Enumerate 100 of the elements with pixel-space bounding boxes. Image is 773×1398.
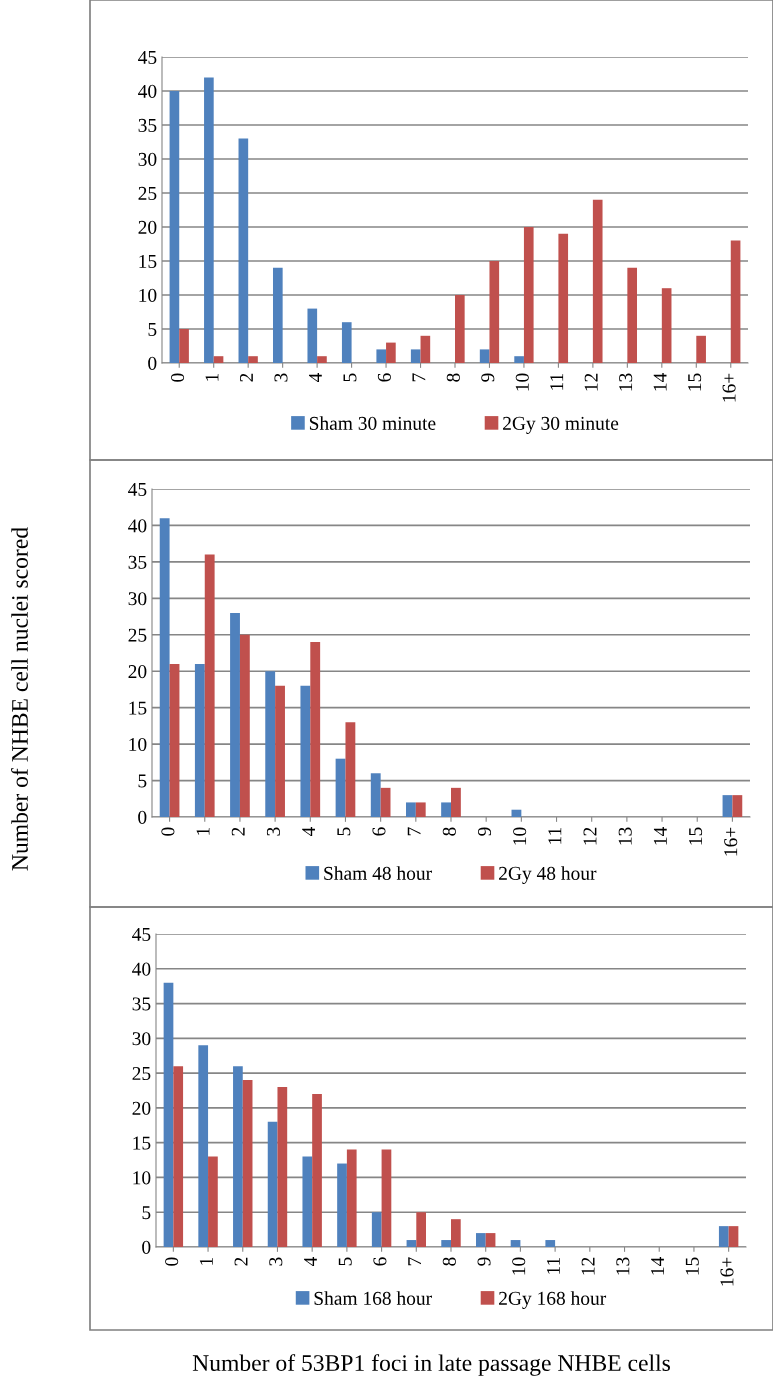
y-tick-label: 35 [132, 997, 151, 1011]
bar [523, 227, 534, 363]
bar [242, 1080, 253, 1247]
x-tick-label: 7 [408, 1257, 421, 1266]
y-tick-label: 45 [132, 927, 151, 941]
bar [179, 329, 189, 363]
bar [302, 1156, 313, 1247]
x-tick-label: 8 [446, 373, 460, 382]
x-tick-label: 16+ [722, 373, 736, 402]
legend-label: 2Gy 30 minute [503, 416, 619, 434]
x-tick-label: 9 [481, 373, 495, 382]
bar [163, 982, 174, 1247]
bar [277, 1087, 288, 1247]
bar [275, 685, 285, 817]
x-tick-label: 0 [161, 827, 175, 836]
y-tick-label: 20 [128, 665, 147, 679]
bar [475, 1233, 486, 1247]
bar [335, 758, 346, 817]
bar [371, 1212, 382, 1247]
bar [455, 295, 465, 363]
x-tick-label: 11 [546, 1257, 560, 1274]
x-tick-label: 2 [231, 827, 245, 836]
bar [194, 663, 205, 817]
bar [728, 1226, 739, 1247]
x-tick-label: 13 [618, 827, 632, 845]
bar [730, 240, 741, 363]
x-tick-label: 6 [373, 1257, 387, 1266]
x-tick-label: 1 [199, 1257, 213, 1265]
x-tick-label: 4 [308, 373, 322, 383]
bar [592, 199, 603, 363]
y-tick-label: 30 [138, 152, 157, 166]
x-tick-label: 13 [619, 373, 633, 391]
bar [317, 356, 327, 363]
bar [204, 77, 214, 363]
y-tick-label: 40 [132, 962, 151, 976]
x-tick-label: 16+ [720, 1257, 734, 1286]
x-tick-label: 7 [407, 827, 421, 836]
y-tick-label: 5 [142, 1206, 151, 1220]
bar [213, 356, 224, 363]
y-tick-label: 45 [138, 50, 157, 64]
x-tick-label: 4 [304, 1257, 317, 1267]
y-tick-label: 30 [132, 1032, 151, 1046]
y-tick-label: 35 [128, 555, 147, 569]
x-tick-label: 13 [616, 1257, 630, 1275]
x-tick-label: 10 [515, 373, 529, 391]
bar [545, 1240, 556, 1247]
bar [441, 802, 451, 817]
bar [198, 1045, 209, 1247]
y-tick-label: 10 [139, 288, 157, 302]
x-tick-label: 0 [170, 373, 185, 382]
bar [238, 138, 249, 363]
x-tick-label: 10 [512, 1257, 526, 1275]
legend-label: Sham 30 minute [309, 416, 436, 430]
bar [300, 685, 311, 817]
bar [169, 91, 180, 363]
bar [376, 349, 387, 363]
x-tick-label: 11 [550, 373, 564, 390]
bar [239, 634, 250, 817]
x-tick-label: 5 [337, 827, 351, 836]
y-tick-label: 15 [133, 1136, 151, 1150]
bar [558, 233, 569, 363]
bar [267, 1121, 278, 1247]
y-tick-label: 15 [139, 254, 157, 268]
legend-label: Sham 48 hour [324, 866, 432, 880]
x-tick-label: 14 [653, 827, 667, 845]
bar [627, 267, 637, 363]
x-tick-label: 14 [653, 373, 667, 391]
bar [265, 671, 276, 817]
x-tick-label: 15 [685, 1257, 699, 1275]
y-tick-label: 35 [138, 118, 157, 132]
bar [248, 356, 258, 363]
bar [405, 802, 416, 817]
bar [345, 722, 356, 817]
bar [230, 612, 240, 817]
bar [451, 787, 461, 817]
y-tick-label: 5 [138, 774, 147, 788]
x-tick-label: 5 [343, 373, 357, 382]
bar [479, 349, 490, 363]
x-tick-label: 1 [196, 827, 210, 835]
x-tick-label: 14 [651, 1257, 664, 1275]
bar [307, 308, 318, 363]
bar [420, 335, 431, 363]
y-tick-label: 15 [129, 701, 147, 715]
bar [380, 787, 391, 817]
y-tick-label: 25 [138, 186, 157, 200]
x-tick-label: 10 [513, 827, 527, 845]
y-tick-label: 40 [138, 84, 157, 98]
x-tick-label: 12 [584, 373, 598, 391]
x-tick-label: 8 [442, 827, 456, 836]
y-tick-label: 0 [138, 810, 147, 824]
bar [696, 335, 706, 363]
bar [312, 1093, 322, 1247]
x-tick-label: 3 [269, 1257, 283, 1266]
y-tick-label: 20 [138, 220, 157, 234]
bar [346, 1149, 357, 1247]
bar [159, 518, 170, 817]
bar [718, 1226, 729, 1247]
x-tick-label: 7 [412, 373, 426, 382]
bar [310, 642, 321, 817]
bar [732, 795, 743, 817]
